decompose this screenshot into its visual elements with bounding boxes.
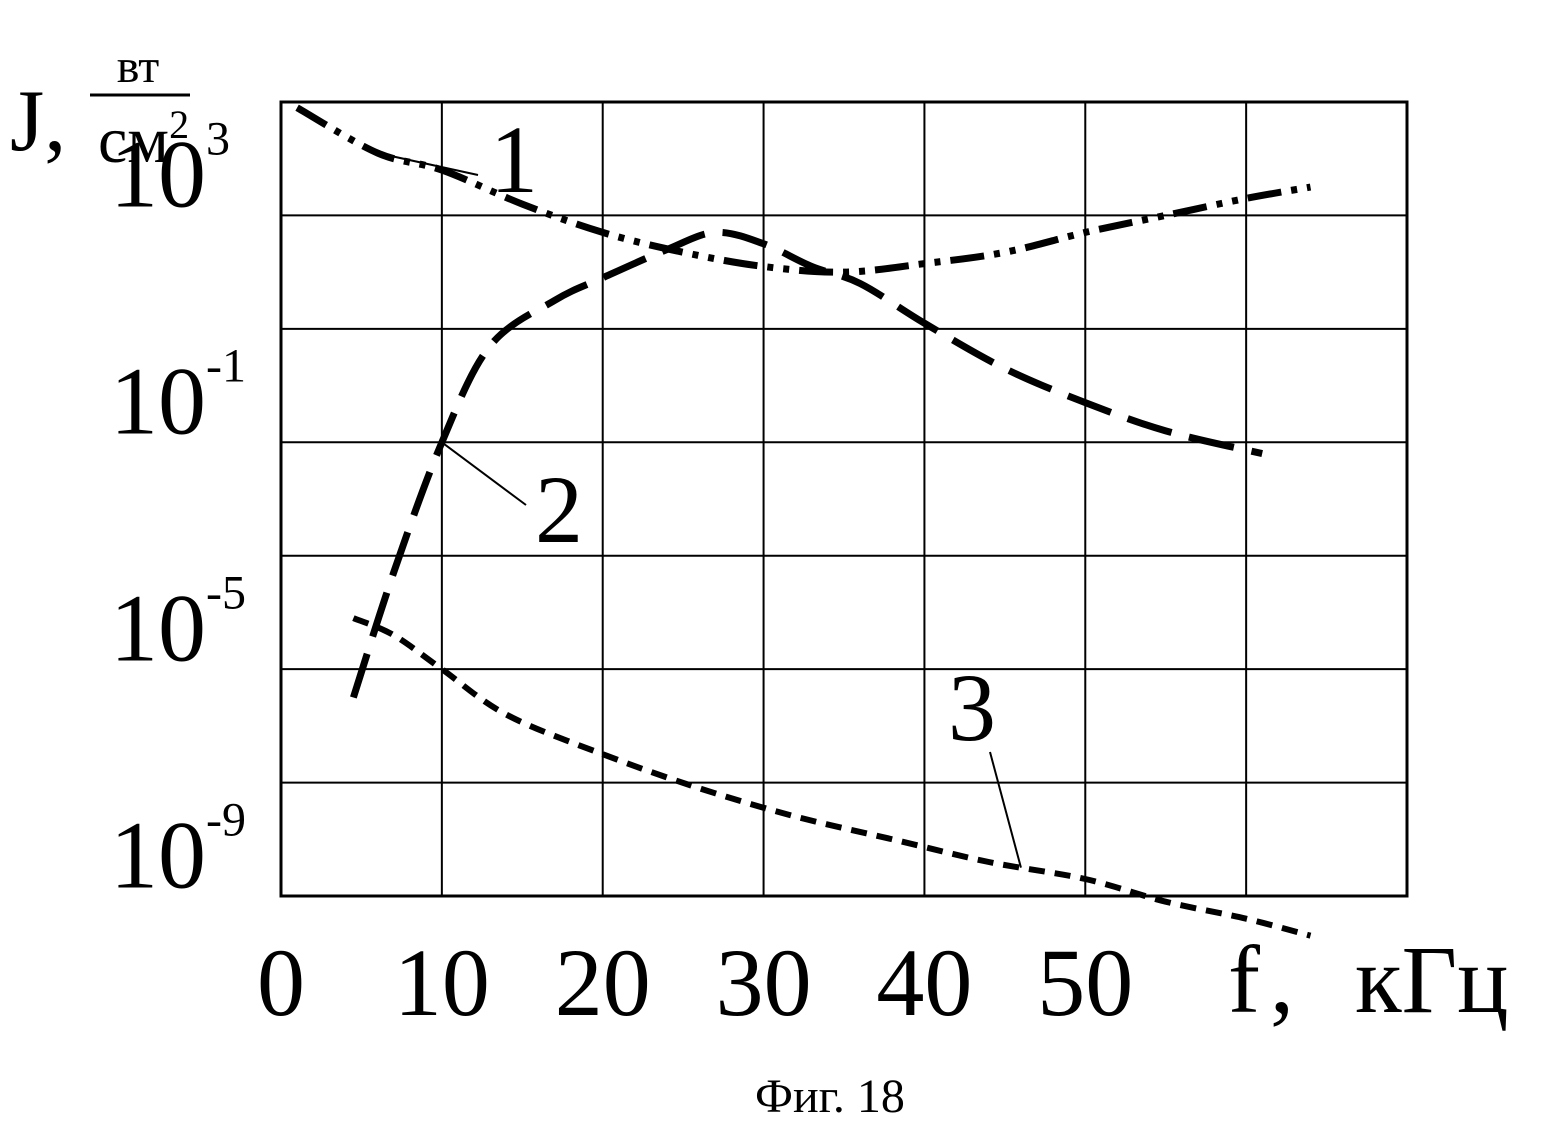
annotation-label-2: 2	[535, 456, 583, 563]
x-axis-separator: ,	[1270, 926, 1294, 1033]
series-leader-lines	[377, 152, 1022, 868]
series-line-1	[295, 104, 1312, 276]
x-axis-symbol: f	[1228, 926, 1260, 1033]
y-tick-label: 103	[110, 113, 230, 228]
y-tick-label: 10-1	[110, 340, 246, 455]
x-tick-label: 10	[394, 929, 490, 1036]
x-tick-label: 20	[555, 929, 651, 1036]
y-tick-label: 10-9	[110, 793, 246, 908]
annotation-label-3: 3	[948, 654, 996, 761]
y-axis-label: J, вт см2	[10, 40, 190, 177]
annotation-label-1: 1	[490, 106, 538, 213]
x-tick-label: 50	[1037, 929, 1133, 1036]
series-line-3	[352, 615, 1312, 939]
x-tick-label: 0	[257, 929, 305, 1036]
annotation-leader-2	[441, 441, 527, 506]
annotation-leader-3	[989, 751, 1022, 868]
y-unit-denominator: см2	[98, 102, 189, 177]
grid-lines	[279, 100, 1409, 898]
x-tick-label: 30	[716, 929, 812, 1036]
y-tick-label: 10-5	[110, 566, 246, 681]
series-curves	[295, 104, 1312, 939]
figure-caption: Фиг. 18	[755, 1070, 905, 1123]
y-axis-symbol: J,	[10, 73, 66, 170]
series-line-2	[350, 228, 1264, 699]
y-unit-numerator: вт	[117, 40, 159, 93]
plot-frame	[279, 100, 1409, 898]
x-tick-label: 40	[876, 929, 972, 1036]
chart-text: J, вт см2 f , кГц Фиг. 18 0 10 20 30 40 50 103…	[10, 40, 1509, 1123]
annotation-leader-1	[377, 152, 479, 176]
x-axis-label: f , кГц	[1228, 926, 1509, 1033]
x-axis-unit: кГц	[1355, 926, 1509, 1033]
